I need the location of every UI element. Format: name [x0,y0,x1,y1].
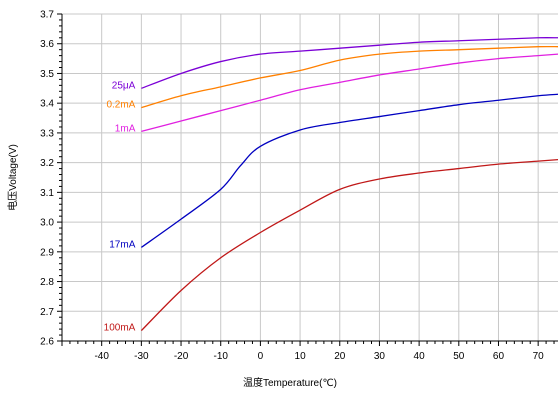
axis-layer [57,13,558,346]
y-tick-label: 3.7 [40,10,54,21]
x-tick-label: -10 [213,351,228,362]
tick-label-layer: 2.6 2.7 2.8 2.9 3.0 3.1 3.2 3.3 3.4 3.5 3.6 3.7 -40 -… [40,10,544,363]
series-label-layer: 25μA 0.2mA 1mA 17mA 100mA [104,80,136,333]
x-tick-label: 40 [414,351,426,362]
y-tick-label: 3.6 [40,39,54,50]
x-tick-label: 0 [258,351,264,362]
x-tick-label: 50 [453,351,465,362]
y-tick-label: 3.1 [40,188,54,199]
series-label-0: 25μA [112,80,136,91]
x-tick-label: 20 [334,351,346,362]
series-label-2: 1mA [115,123,136,134]
y-tick-label: 2.6 [40,337,54,348]
series-line-2 [141,53,558,133]
series-layer [140,37,558,332]
series-line-1 [141,45,558,109]
x-tick-label: -30 [134,351,149,362]
x-tick-label: 70 [533,351,545,362]
x-axis-label: 温度Temperature(℃) [243,376,337,389]
series-label-1: 0.2mA [106,100,135,111]
y-tick-label: 2.9 [40,247,54,258]
x-tick-label: -40 [94,351,109,362]
y-tick-label: 2.7 [40,307,54,318]
series-line-3 [140,93,558,248]
x-tick-label: 30 [374,351,386,362]
series-line-4 [140,159,558,332]
y-tick-label: 2.8 [40,277,54,288]
x-tick-label: 60 [493,351,505,362]
y-tick-label: 3.5 [40,69,54,80]
series-label-3: 17mA [109,239,135,250]
x-tick-label: -20 [174,351,189,362]
y-tick-label: 3.4 [40,99,54,110]
series-line-0 [141,37,558,89]
y-tick-label: 3.2 [40,158,54,169]
y-axis-label: 电压Voltage(V) [6,144,19,211]
y-tick-label: 3.0 [40,218,54,229]
x-tick-label: 10 [295,351,307,362]
grid-layer [62,13,558,342]
series-label-4: 100mA [104,323,136,334]
y-tick-label: 3.3 [40,128,54,139]
